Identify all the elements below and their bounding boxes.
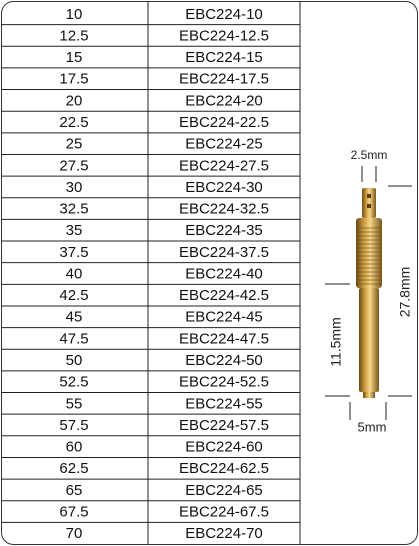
- part-cell: EBC224-30: [185, 179, 263, 196]
- part-cell: EBC224-10: [185, 6, 263, 23]
- size-cell: 30: [66, 179, 83, 196]
- dim-label: 5mm: [358, 419, 387, 434]
- dim-label: 2.5mm: [351, 148, 388, 162]
- part-cell: EBC224-35: [185, 222, 263, 239]
- part-cell: EBC224-27.5: [179, 157, 269, 174]
- size-cell: 27.5: [59, 157, 88, 174]
- dim-label: 11.5mm: [328, 317, 344, 367]
- part-cell: EBC224-42.5: [179, 287, 269, 304]
- jet-illustration: [356, 188, 382, 398]
- part-cell: EBC224-60: [185, 439, 263, 456]
- part-cell: EBC224-32.5: [179, 201, 269, 218]
- jet-lower: [359, 288, 379, 392]
- size-cell: 62.5: [59, 460, 88, 477]
- size-cell: 70: [66, 525, 83, 542]
- dim-label: 27.8mm: [397, 267, 413, 318]
- size-cell: 42.5: [59, 287, 88, 304]
- size-cell: 47.5: [59, 330, 88, 347]
- part-cell: EBC224-25: [185, 136, 263, 153]
- jet-hole: [367, 194, 371, 198]
- part-cell: EBC224-20: [185, 92, 263, 109]
- size-cell: 50: [66, 352, 83, 369]
- size-cell: 65: [66, 482, 83, 499]
- part-cell: EBC224-45: [185, 309, 263, 326]
- part-cell: EBC224-70: [185, 525, 263, 542]
- size-cell: 67.5: [59, 504, 88, 521]
- size-cell: 10: [66, 6, 83, 23]
- part-cell: EBC224-50: [185, 352, 263, 369]
- size-cell: 57.5: [59, 417, 88, 434]
- part-cell: EBC224-17.5: [179, 71, 269, 88]
- part-cell: EBC224-15: [185, 49, 263, 66]
- size-cell: 55: [66, 395, 83, 412]
- size-cell: 15: [66, 49, 83, 66]
- size-cell: 45: [66, 309, 83, 326]
- jet-end: [363, 392, 375, 398]
- size-cell: 32.5: [59, 201, 88, 218]
- size-cell: 12.5: [59, 27, 88, 44]
- size-cell: 35: [66, 222, 83, 239]
- jet-tip: [362, 188, 376, 218]
- part-cell: EBC224-65: [185, 482, 263, 499]
- part-cell: EBC224-67.5: [179, 504, 269, 521]
- jet-threads: [357, 227, 381, 285]
- part-cell: EBC224-47.5: [179, 330, 269, 347]
- part-cell: EBC224-12.5: [179, 27, 269, 44]
- size-cell: 60: [66, 439, 83, 456]
- part-cell: EBC224-52.5: [179, 374, 269, 391]
- size-cell: 20: [66, 92, 83, 109]
- size-cell: 17.5: [59, 71, 88, 88]
- size-cell: 40: [66, 265, 83, 282]
- size-cell: 25: [66, 136, 83, 153]
- part-cell: EBC224-37.5: [179, 244, 269, 261]
- part-cell: EBC224-57.5: [179, 417, 269, 434]
- size-cell: 52.5: [59, 374, 88, 391]
- jet-hole: [367, 204, 371, 208]
- part-cell: EBC224-55: [185, 395, 263, 412]
- size-cell: 22.5: [59, 114, 88, 131]
- table-body: 10 EBC224-10 12.5 EBC224-12.5 15 EBC224-15 17.…: [2, 6, 300, 542]
- part-cell: EBC224-22.5: [179, 114, 269, 131]
- part-cell: EBC224-40: [185, 265, 263, 282]
- size-cell: 37.5: [59, 244, 88, 261]
- part-cell: EBC224-62.5: [179, 460, 269, 477]
